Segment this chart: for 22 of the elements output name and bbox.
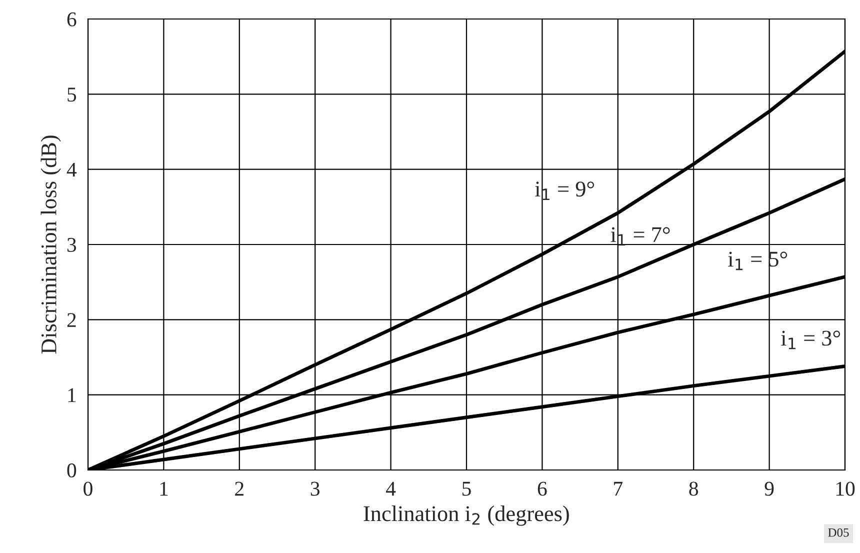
- x-tick-label: 1: [160, 482, 168, 496]
- x-tick-label: 9: [764, 482, 774, 496]
- x-tick-label: 4: [386, 482, 396, 496]
- text: D05: [828, 528, 849, 537]
- x-tick-label: 6: [538, 482, 547, 496]
- y-tick-label: 6: [67, 12, 76, 26]
- y-tick-label: 5: [68, 88, 76, 102]
- y-axis-title: Discrimination loss (dB): [40, 136, 61, 354]
- y-tick-label: 1: [68, 388, 76, 402]
- x-tick-label: 0: [84, 482, 92, 496]
- y-tick-label: 3: [67, 238, 76, 252]
- x-tick-label: 2: [235, 482, 244, 496]
- x-tick-label: 3: [310, 482, 320, 496]
- x-tick-label: 7: [614, 482, 623, 496]
- x-tick-label: 5: [462, 482, 471, 496]
- y-tick-label: 0: [67, 463, 76, 478]
- x-axis-title: Inclination i$_{2}$ (degrees): [364, 506, 569, 526]
- y-tick-label: 4: [66, 162, 77, 177]
- x-tick-label: 8: [689, 482, 698, 496]
- y-tick-label: 2: [67, 313, 76, 327]
- x-tick-label: 10: [836, 482, 855, 496]
- series-label: i$_{1}$ = 3°: [781, 330, 840, 350]
